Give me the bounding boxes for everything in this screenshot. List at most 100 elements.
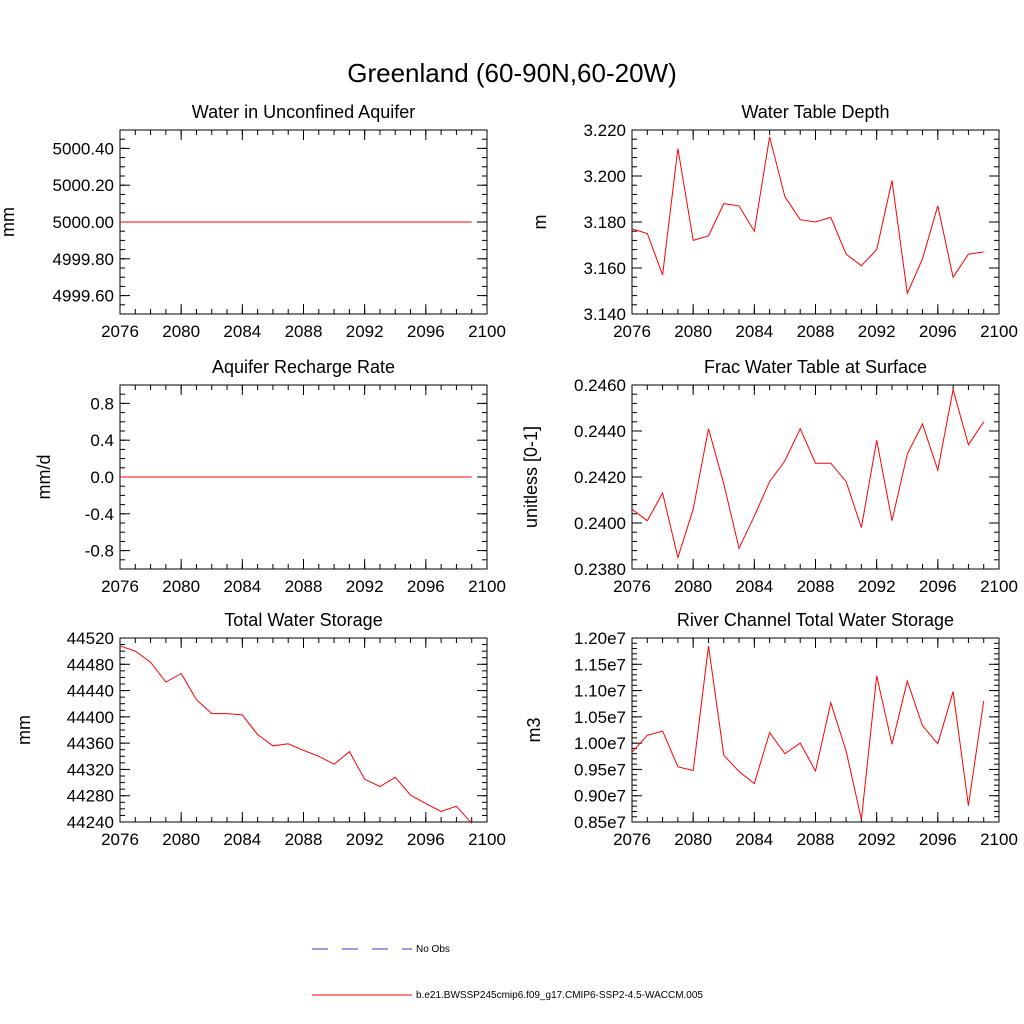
data-point — [830, 701, 832, 703]
data-point — [875, 675, 877, 677]
y-tick-label: 44520 — [67, 629, 114, 648]
y-axis-label: m — [530, 215, 550, 230]
data-point — [302, 476, 304, 478]
data-point — [753, 782, 755, 784]
x-tick-label: 2076 — [101, 830, 139, 849]
legend-label-no-obs: No Obs — [416, 944, 450, 955]
data-point — [440, 221, 442, 223]
data-point — [379, 785, 381, 787]
data-point — [272, 745, 274, 747]
data-point — [646, 232, 648, 234]
data-point — [738, 770, 740, 772]
panel-title: Water Table Depth — [741, 102, 889, 122]
x-tick-label: 2100 — [980, 322, 1018, 341]
y-tick-label: 44440 — [67, 682, 114, 701]
data-point — [119, 645, 121, 647]
data-point — [180, 221, 182, 223]
data-point — [891, 520, 893, 522]
plot-frame — [631, 384, 1000, 570]
x-tick-label: 2084 — [735, 322, 773, 341]
data-point — [149, 661, 151, 663]
chart-panel-4: Frac Water Table at Surface unitless [0-1… — [521, 357, 1018, 596]
y-tick-label: 1.20e7 — [574, 629, 626, 648]
data-point — [677, 556, 679, 558]
data-point — [906, 453, 908, 455]
y-tick-label: 44400 — [67, 708, 114, 727]
data-point — [937, 205, 939, 207]
data-point — [165, 221, 167, 223]
data-point — [425, 221, 427, 223]
x-tick-label: 2084 — [735, 830, 773, 849]
data-point — [768, 731, 770, 733]
x-tick-label: 2088 — [797, 577, 835, 596]
data-point — [875, 439, 877, 441]
y-axis-label: m3 — [524, 717, 544, 742]
data-point — [180, 672, 182, 674]
chart-panels: Water in Unconfined Aquifer mm 2076 2080 208… — [0, 102, 1018, 849]
data-point — [363, 778, 365, 780]
data-point — [646, 734, 648, 736]
plot-frame — [119, 637, 488, 823]
data-point — [967, 805, 969, 807]
x-tick-label: 2084 — [223, 322, 261, 341]
data-point — [661, 274, 663, 276]
x-tick-label: 2092 — [346, 322, 384, 341]
chart-panel-1: Water in Unconfined Aquifer mm 2076 2080 208… — [0, 102, 506, 341]
x-tick-label: 2080 — [674, 830, 712, 849]
data-point — [738, 547, 740, 549]
data-point — [394, 776, 396, 778]
data-point — [906, 292, 908, 294]
data-point — [707, 428, 709, 430]
series-line — [631, 136, 984, 296]
data-point — [661, 492, 663, 494]
x-tick-label: 2096 — [407, 577, 445, 596]
data-point — [845, 253, 847, 255]
data-point — [471, 822, 473, 824]
data-point — [134, 650, 136, 652]
data-point — [272, 221, 274, 223]
x-tick-label: 2084 — [223, 830, 261, 849]
data-point — [149, 221, 151, 223]
y-tick-label: -0.4 — [85, 505, 114, 524]
y-tick-label: 1.15e7 — [574, 655, 626, 674]
data-point — [799, 742, 801, 744]
data-point — [814, 221, 816, 223]
legend: No Obs b.e21.BWSSP245cmip6.f09_g17.CMIP6… — [312, 944, 703, 1001]
data-point — [149, 476, 151, 478]
data-point — [226, 221, 228, 223]
series-line — [631, 645, 985, 820]
data-point — [753, 515, 755, 517]
data-point — [814, 770, 816, 772]
data-point — [692, 239, 694, 241]
data-point — [891, 743, 893, 745]
data-point — [830, 216, 832, 218]
data-point — [241, 221, 243, 223]
x-tick-label: 2100 — [980, 577, 1018, 596]
data-point — [661, 730, 663, 732]
x-tick-label: 2092 — [346, 830, 384, 849]
data-point — [983, 251, 985, 253]
data-point — [471, 221, 473, 223]
data-point — [455, 476, 457, 478]
data-point — [631, 228, 633, 230]
data-point — [409, 794, 411, 796]
y-tick-label: 0.2440 — [574, 422, 626, 441]
y-tick-label: 1.10e7 — [574, 682, 626, 701]
y-axis-label: mm — [0, 207, 18, 237]
data-point — [692, 508, 694, 510]
data-point — [952, 690, 954, 692]
data-point — [287, 476, 289, 478]
data-point — [348, 221, 350, 223]
data-point — [455, 805, 457, 807]
data-point — [195, 476, 197, 478]
data-point — [784, 752, 786, 754]
data-point — [333, 221, 335, 223]
panel-title: Aquifer Recharge Rate — [212, 357, 395, 377]
x-tick-label: 2096 — [919, 577, 957, 596]
y-tick-label: 44320 — [67, 760, 114, 779]
x-tick-label: 2088 — [797, 830, 835, 849]
data-point — [967, 253, 969, 255]
data-point — [211, 221, 213, 223]
x-tick-label: 2092 — [858, 577, 896, 596]
data-point — [952, 276, 954, 278]
